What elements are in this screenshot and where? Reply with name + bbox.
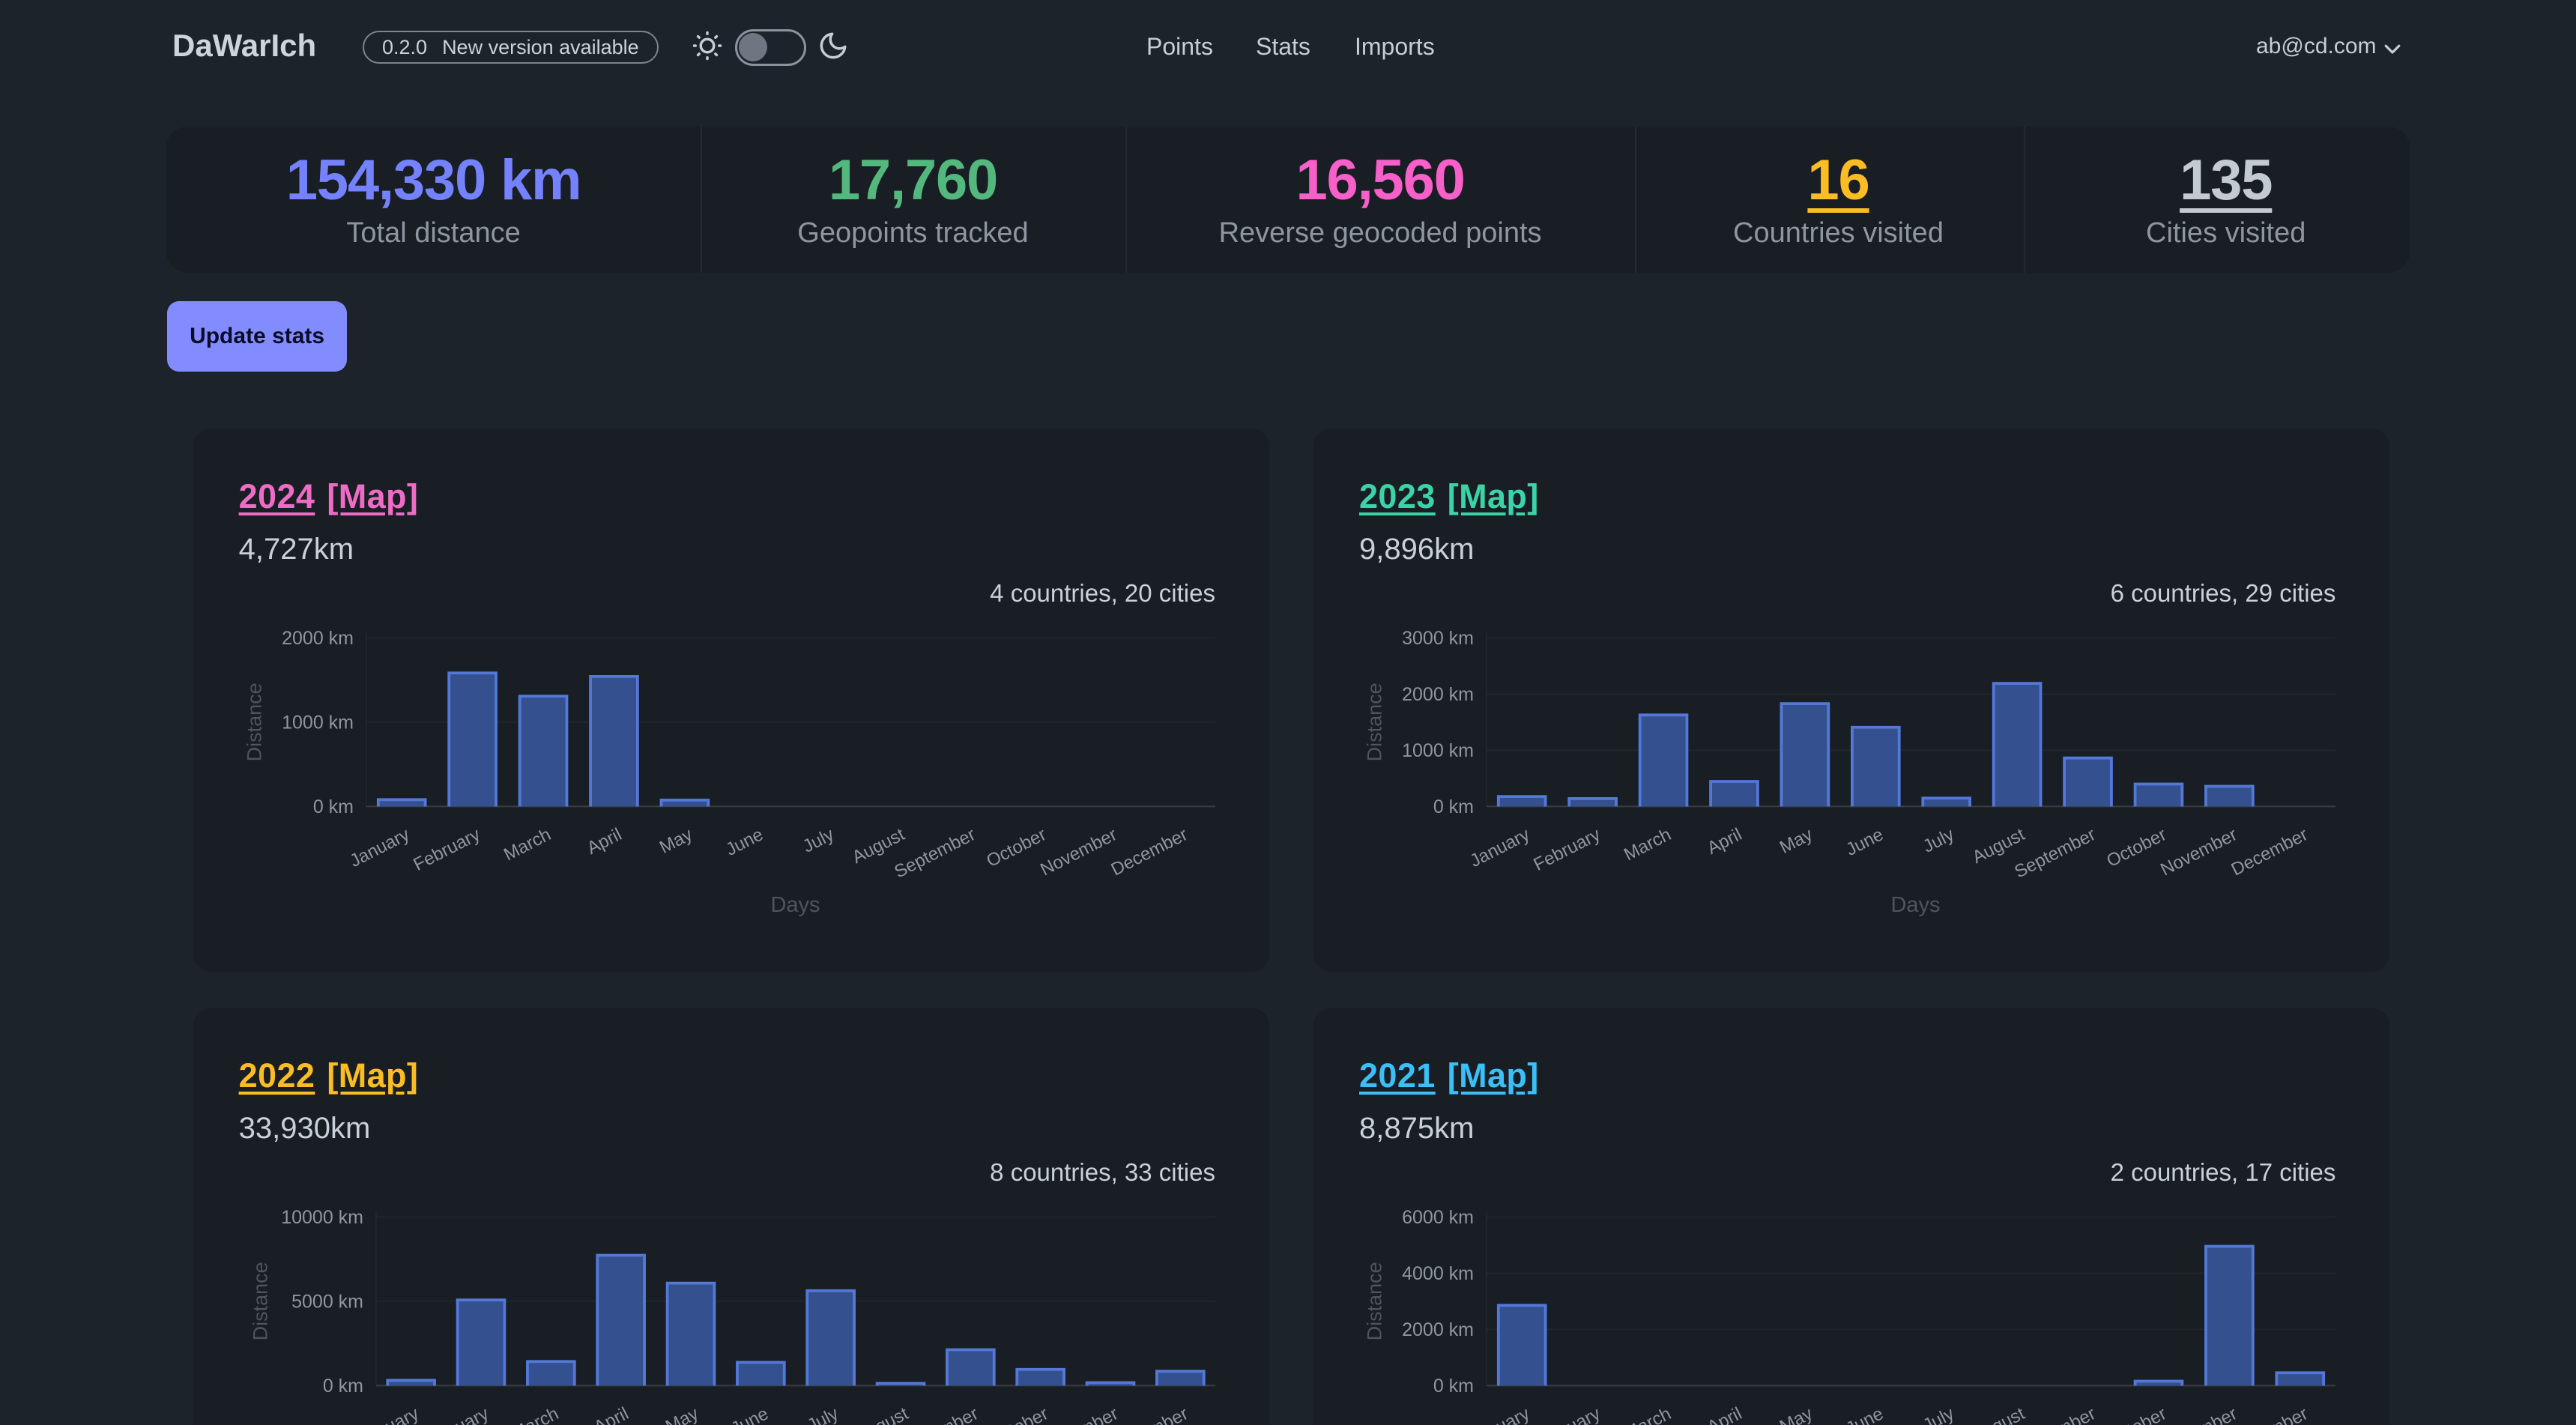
svg-text:February: February xyxy=(418,1403,492,1425)
svg-text:January: January xyxy=(1467,824,1533,871)
svg-text:March: March xyxy=(1621,1403,1675,1425)
svg-text:4000 km: 4000 km xyxy=(1402,1263,1474,1284)
svg-text:July: July xyxy=(1920,824,1957,856)
svg-text:Days: Days xyxy=(770,893,820,917)
svg-text:May: May xyxy=(1777,824,1816,858)
svg-text:April: April xyxy=(590,1403,632,1425)
svg-text:Distance: Distance xyxy=(243,683,265,761)
svg-text:August: August xyxy=(852,1403,911,1425)
svg-text:June: June xyxy=(1842,1403,1887,1425)
svg-text:November: November xyxy=(2157,1403,2240,1425)
svg-text:December: December xyxy=(1107,824,1191,880)
svg-text:Distance: Distance xyxy=(249,1262,271,1340)
svg-text:June: June xyxy=(722,824,767,860)
svg-text:6000 km: 6000 km xyxy=(1402,1207,1474,1228)
svg-text:Distance: Distance xyxy=(1363,1262,1385,1340)
svg-text:2000 km: 2000 km xyxy=(1402,1319,1474,1340)
svg-text:0 km: 0 km xyxy=(322,1376,363,1397)
svg-text:May: May xyxy=(1777,1403,1816,1425)
svg-text:June: June xyxy=(1842,824,1887,860)
svg-text:April: April xyxy=(584,824,625,859)
svg-text:February: February xyxy=(1531,1403,1604,1425)
svg-text:October: October xyxy=(2103,1403,2169,1425)
svg-text:January: January xyxy=(356,1403,422,1425)
svg-text:February: February xyxy=(410,824,483,875)
svg-text:September: September xyxy=(891,824,979,882)
svg-text:December: December xyxy=(1108,1403,1191,1425)
svg-text:June: June xyxy=(728,1403,772,1425)
svg-text:December: December xyxy=(2228,1403,2312,1425)
svg-text:January: January xyxy=(1467,1403,1533,1425)
svg-text:July: July xyxy=(804,1403,841,1425)
svg-text:3000 km: 3000 km xyxy=(1402,628,1474,649)
svg-text:May: May xyxy=(662,1403,702,1425)
svg-text:November: November xyxy=(2157,824,2240,880)
svg-text:0 km: 0 km xyxy=(1433,1376,1474,1397)
svg-text:10000 km: 10000 km xyxy=(281,1207,363,1228)
svg-text:February: February xyxy=(1531,824,1604,875)
svg-text:September: September xyxy=(2011,824,2099,882)
svg-text:December: December xyxy=(2228,824,2312,880)
svg-text:0 km: 0 km xyxy=(1433,796,1474,817)
svg-text:March: March xyxy=(1621,824,1675,865)
svg-text:October: October xyxy=(985,1403,1051,1425)
svg-text:March: March xyxy=(508,1403,562,1425)
svg-text:April: April xyxy=(1704,824,1745,859)
svg-text:January: January xyxy=(346,824,412,871)
svg-text:March: March xyxy=(501,824,554,865)
svg-text:Days: Days xyxy=(1890,893,1940,917)
svg-text:1000 km: 1000 km xyxy=(1402,740,1474,761)
svg-text:0 km: 0 km xyxy=(312,796,353,817)
svg-text:1000 km: 1000 km xyxy=(282,712,354,733)
svg-text:2000 km: 2000 km xyxy=(1402,684,1474,705)
svg-text:November: November xyxy=(1038,1403,1121,1425)
svg-text:November: November xyxy=(1037,824,1120,880)
svg-text:July: July xyxy=(1920,1403,1957,1425)
svg-text:2000 km: 2000 km xyxy=(282,628,354,649)
svg-text:May: May xyxy=(656,824,696,858)
svg-text:August: August xyxy=(1969,1403,2028,1425)
svg-text:April: April xyxy=(1704,1403,1745,1425)
svg-text:Distance: Distance xyxy=(1363,683,1385,761)
svg-text:5000 km: 5000 km xyxy=(291,1291,363,1312)
svg-text:July: July xyxy=(799,824,837,856)
